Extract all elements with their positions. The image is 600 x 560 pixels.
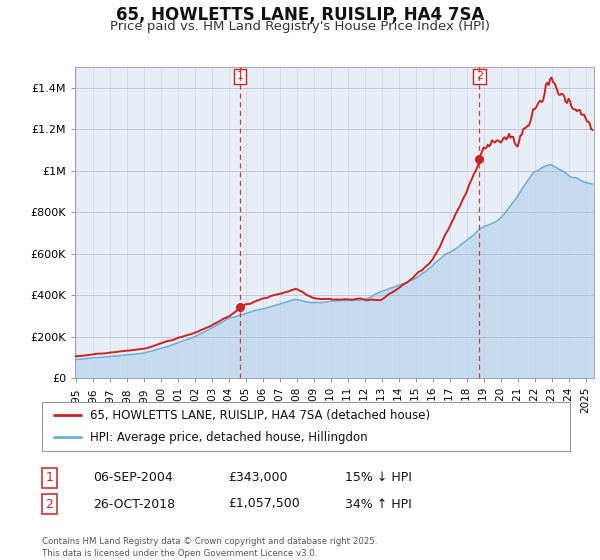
Text: £1,057,500: £1,057,500 [228,497,300,511]
Text: £343,000: £343,000 [228,471,287,484]
Text: 34% ↑ HPI: 34% ↑ HPI [345,497,412,511]
Text: 65, HOWLETTS LANE, RUISLIP, HA4 7SA: 65, HOWLETTS LANE, RUISLIP, HA4 7SA [116,6,484,24]
Text: 1: 1 [45,471,53,484]
Text: HPI: Average price, detached house, Hillingdon: HPI: Average price, detached house, Hill… [89,431,367,444]
Text: 1: 1 [236,71,244,81]
Text: 06-SEP-2004: 06-SEP-2004 [93,471,173,484]
Text: Contains HM Land Registry data © Crown copyright and database right 2025.
This d: Contains HM Land Registry data © Crown c… [42,537,377,558]
Text: 2: 2 [476,71,483,81]
Text: 15% ↓ HPI: 15% ↓ HPI [345,471,412,484]
Text: 65, HOWLETTS LANE, RUISLIP, HA4 7SA (detached house): 65, HOWLETTS LANE, RUISLIP, HA4 7SA (det… [89,409,430,422]
Text: Price paid vs. HM Land Registry's House Price Index (HPI): Price paid vs. HM Land Registry's House … [110,20,490,32]
Text: 2: 2 [45,497,53,511]
Text: 26-OCT-2018: 26-OCT-2018 [93,497,175,511]
